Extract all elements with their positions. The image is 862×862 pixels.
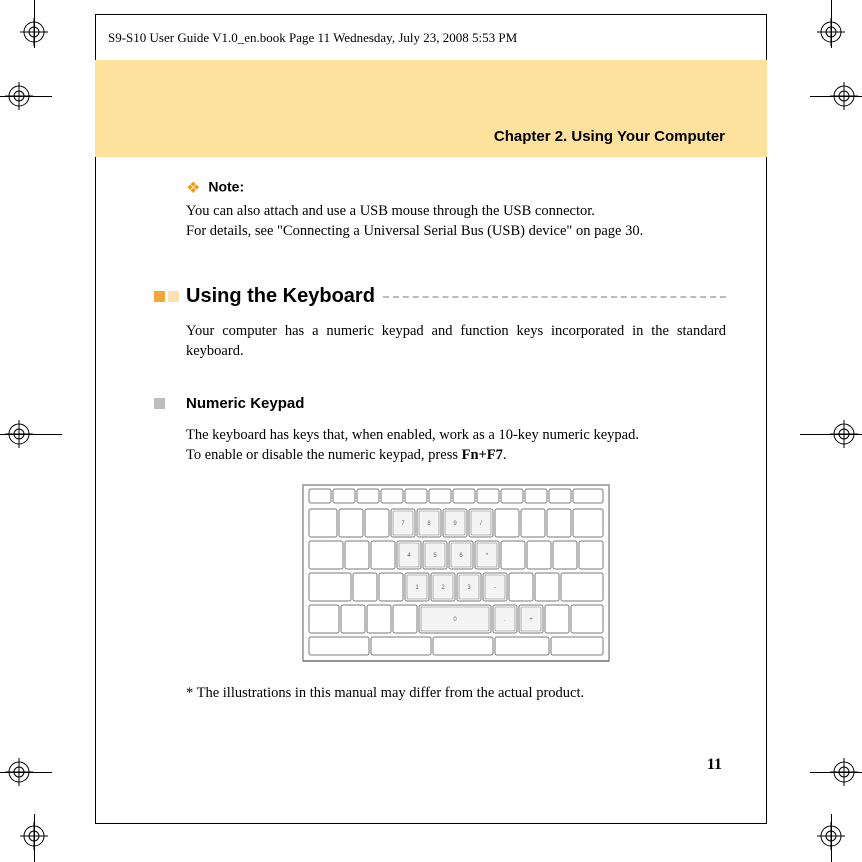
section-rule (383, 296, 726, 298)
chapter-title: Chapter 2. Using Your Computer (95, 128, 767, 145)
registration-mark-icon (5, 758, 33, 786)
crop-line (0, 434, 62, 435)
note-heading: ❖ Note: (186, 178, 726, 198)
square-icon (168, 291, 179, 302)
section-intro: Your computer has a numeric keypad and f… (186, 322, 726, 361)
keyboard-illustration: 789/456*123-0.+ (301, 483, 611, 663)
registration-mark-icon (817, 18, 845, 46)
crop-line (810, 96, 862, 97)
keyboard-figure: 789/456*123-0.+ (186, 483, 726, 663)
note-text-1: You can also attach and use a USB mouse … (186, 202, 726, 222)
subsection-heading-row: Numeric Keypad (186, 395, 726, 412)
subsection-text-1: The keyboard has keys that, when enabled… (186, 426, 726, 446)
registration-mark-icon (5, 82, 33, 110)
registration-mark-icon (830, 758, 858, 786)
key-combo: Fn+F7 (462, 447, 503, 463)
running-header: S9-S10 User Guide V1.0_en.book Page 11 W… (108, 30, 800, 46)
square-icon (154, 291, 165, 302)
note-text-2: For details, see "Connecting a Universal… (186, 222, 726, 242)
section-title: Using the Keyboard (186, 285, 375, 308)
subsection-title: Numeric Keypad (186, 395, 726, 412)
subsection-text-2: To enable or disable the numeric keypad,… (186, 446, 726, 466)
crop-line (800, 434, 862, 435)
note-label: Note: (208, 179, 244, 195)
svg-text:-: - (494, 585, 496, 591)
page-content: ❖ Note: You can also attach and use a US… (186, 178, 726, 702)
page-number: 11 (707, 756, 722, 774)
registration-mark-icon (20, 822, 48, 850)
text: . (503, 447, 507, 463)
text: To enable or disable the numeric keypad,… (186, 447, 462, 463)
crop-line (34, 814, 35, 862)
registration-mark-icon (830, 82, 858, 110)
crop-line (810, 772, 862, 773)
registration-mark-icon (20, 18, 48, 46)
crop-line (831, 0, 832, 48)
registration-mark-icon (817, 822, 845, 850)
section-heading-row: Using the Keyboard (186, 285, 726, 308)
crop-line (0, 96, 52, 97)
square-icon (154, 398, 165, 409)
crop-line (34, 0, 35, 48)
note-icon: ❖ (186, 178, 200, 198)
svg-text:+: + (529, 617, 533, 623)
section-bullets-icon (154, 291, 179, 302)
crop-line (831, 814, 832, 862)
registration-mark-icon (830, 420, 858, 448)
crop-line (0, 772, 52, 773)
footnote: * The illustrations in this manual may d… (186, 685, 726, 702)
registration-mark-icon (5, 420, 33, 448)
